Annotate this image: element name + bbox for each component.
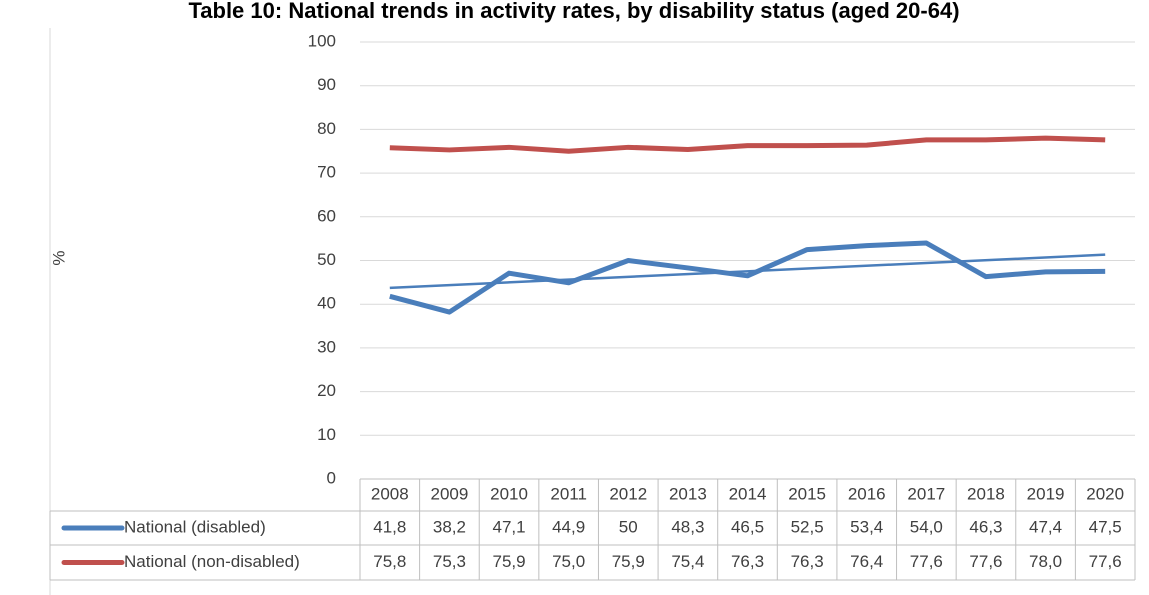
y-tick-label: 40 [317,294,336,313]
table-value: 75,0 [552,552,585,571]
x-tick-label: 2018 [967,484,1005,503]
table-value: 76,3 [731,552,764,571]
table-value: 38,2 [433,517,466,536]
y-tick-label: 30 [317,337,336,356]
x-tick-label: 2019 [1027,484,1065,503]
table-value: 76,4 [850,552,883,571]
x-tick-label: 2011 [550,484,587,503]
table-value: 75,3 [433,552,466,571]
table-value: 52,5 [791,517,824,536]
table-value: 75,4 [671,552,704,571]
y-tick-label: 50 [317,250,336,269]
legend-label: National (non-disabled) [124,552,300,571]
y-tick-label: 90 [317,75,336,94]
table-value: 47,4 [1029,517,1062,536]
series-line [389,240,1106,315]
x-tick-label: 2014 [729,484,767,503]
series-line [389,135,1106,154]
y-tick-label: 20 [317,381,336,400]
legend-label: National (disabled) [124,517,266,536]
x-tick-label: 2010 [490,484,528,503]
x-tick-label: 2013 [669,484,707,503]
table-value: 75,9 [612,552,645,571]
x-tick-label: 2015 [788,484,826,503]
table-value: 46,5 [731,517,764,536]
y-axis-label: % [49,250,68,265]
y-tick-label: 80 [317,119,336,138]
table-value: 54,0 [910,517,943,536]
table-value: 48,3 [671,517,704,536]
table-value: 75,9 [492,552,525,571]
table-value: 44,9 [552,517,585,536]
table-value: 75,8 [373,552,406,571]
y-tick-label: 60 [317,206,336,225]
table-value: 53,4 [850,517,883,536]
chart-title: Table 10: National trends in activity ra… [188,0,959,23]
table-value: 47,5 [1089,517,1122,536]
table-value: 41,8 [373,517,406,536]
table-value: 77,6 [910,552,943,571]
x-tick-label: 2020 [1086,484,1124,503]
table-value: 46,3 [969,517,1002,536]
table-value: 47,1 [492,517,525,536]
x-tick-label: 2008 [371,484,409,503]
table-value: 77,6 [1089,552,1122,571]
y-tick-label: 100 [308,31,336,50]
table-value: 76,3 [791,552,824,571]
y-tick-label: 0 [327,468,336,487]
table-value: 77,6 [969,552,1002,571]
x-tick-label: 2012 [609,484,647,503]
table-value: 78,0 [1029,552,1062,571]
x-tick-label: 2017 [907,484,945,503]
x-tick-label: 2016 [848,484,886,503]
y-tick-label: 70 [317,163,336,182]
y-tick-label: 10 [317,425,336,444]
trend-line [389,253,1106,290]
table-value: 50 [619,517,638,536]
x-tick-label: 2009 [431,484,469,503]
